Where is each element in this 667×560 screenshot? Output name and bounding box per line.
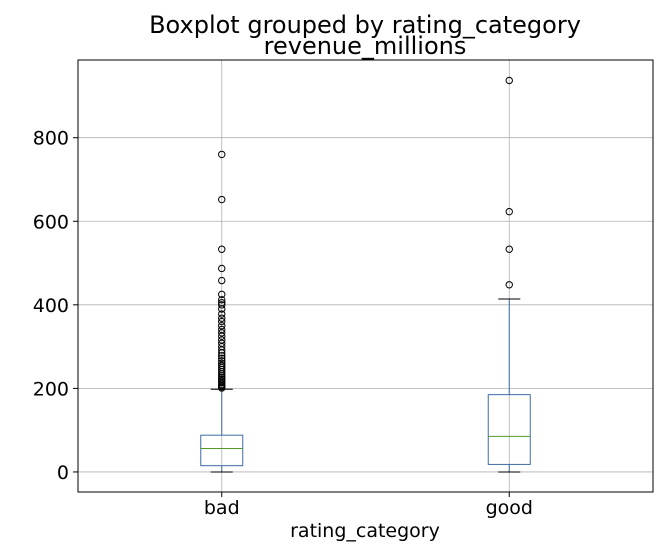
y-tick-label: 0 <box>57 462 69 484</box>
outlier-point <box>218 310 226 318</box>
outlier-point <box>218 299 226 307</box>
grid-lines <box>78 60 653 492</box>
outlier-point <box>218 290 226 299</box>
x-axis-label: rating_category <box>290 520 440 542</box>
x-tick-label: good <box>486 497 533 519</box>
chart-suptitle: Boxplot grouped by rating_category <box>149 11 581 39</box>
chart-title: revenue_millions <box>264 32 467 60</box>
axis-ticks: 0 200 400 600 800 bad good <box>33 128 533 519</box>
x-tick-label: bad <box>204 497 240 519</box>
outlier-point <box>218 352 226 360</box>
axes-frame <box>77 59 654 493</box>
y-tick-label: 600 <box>33 211 69 233</box>
outlier-point <box>218 329 226 337</box>
outlier-point <box>505 281 513 289</box>
outlier-point <box>218 276 226 285</box>
y-tick-label: 400 <box>33 295 69 317</box>
outlier-point <box>218 357 226 365</box>
outlier-point <box>505 207 513 216</box>
y-tick-label: 200 <box>33 378 69 400</box>
iqr-box <box>200 434 244 467</box>
box-group-bad <box>200 150 244 473</box>
outlier-point <box>505 245 513 253</box>
outlier-point <box>218 245 226 253</box>
outlier-point <box>218 150 226 159</box>
outlier-point <box>218 325 226 334</box>
outlier-point <box>218 264 226 273</box>
outlier-point <box>218 314 226 322</box>
outlier-point <box>218 361 226 370</box>
outlier-point <box>218 301 226 309</box>
outlier-point <box>218 195 226 204</box>
outlier-point <box>218 339 226 347</box>
iqr-box <box>487 394 531 465</box>
outlier-point <box>218 296 226 304</box>
outlier-point <box>218 359 226 368</box>
outlier-point <box>218 354 226 363</box>
plot-area <box>200 76 531 473</box>
box-group-good <box>487 76 531 473</box>
outlier-point <box>218 317 226 326</box>
outlier-point <box>218 322 226 330</box>
outlier-point <box>505 76 513 85</box>
outlier-point <box>218 336 226 344</box>
y-tick-label: 800 <box>33 128 69 150</box>
